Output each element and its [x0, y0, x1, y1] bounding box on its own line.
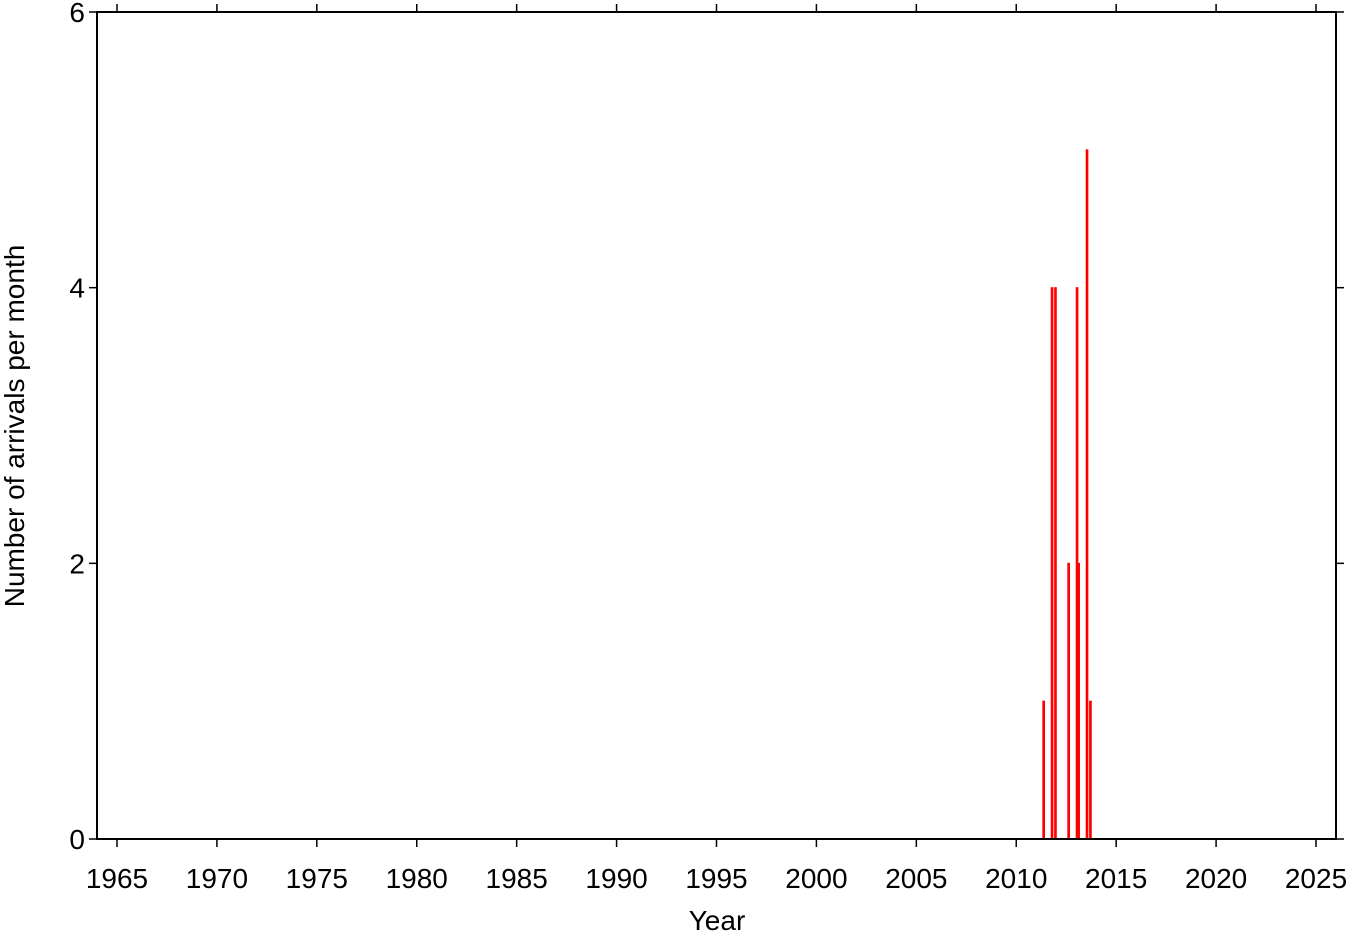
x-tick-label: 1995 — [685, 863, 747, 894]
bar — [1042, 700, 1046, 840]
y-tick-label: 0 — [69, 824, 85, 855]
x-tick-label: 2010 — [985, 863, 1047, 894]
x-tick-label: 1965 — [86, 863, 148, 894]
y-tick-label: 2 — [69, 548, 85, 579]
y-tick-label: 4 — [69, 273, 85, 304]
bar — [1077, 562, 1080, 840]
y-axis-label: Number of arrivals per month — [0, 245, 30, 608]
x-axis-label: Year — [689, 905, 746, 936]
x-tick-label: 1975 — [286, 863, 348, 894]
x-tick-label: 2015 — [1085, 863, 1147, 894]
bar — [1050, 287, 1054, 840]
plot-frame — [96, 11, 1337, 840]
x-tick-label: 1990 — [585, 863, 647, 894]
bar — [1085, 149, 1089, 840]
y-tick-label: 6 — [69, 0, 85, 28]
x-tick-label: 2020 — [1185, 863, 1247, 894]
x-tick-label: 2000 — [785, 863, 847, 894]
x-tick-label: 1980 — [386, 863, 448, 894]
bar — [1089, 700, 1092, 840]
x-tick-label: 2005 — [885, 863, 947, 894]
x-tick-label: 2025 — [1285, 863, 1347, 894]
bar — [1054, 287, 1057, 840]
x-tick-label: 1985 — [486, 863, 548, 894]
bar — [1067, 562, 1070, 840]
x-tick-label: 1970 — [186, 863, 248, 894]
